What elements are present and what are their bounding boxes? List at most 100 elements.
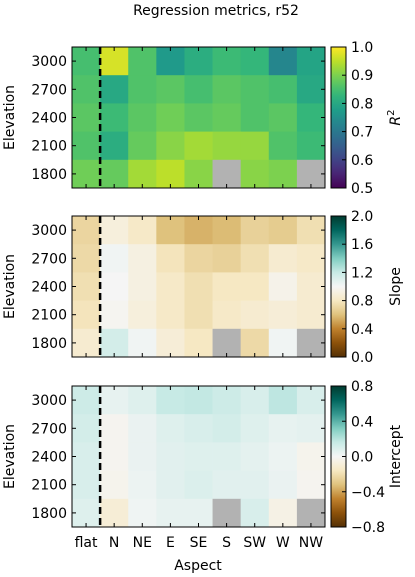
heatmap-cell (184, 75, 213, 104)
colorbar-tick-label: 0.8 (351, 96, 373, 112)
colorbar-tick-label: 0.6 (351, 153, 373, 169)
heatmap-cell (72, 47, 101, 76)
colorbar-tick-label: 0.5 (351, 181, 373, 197)
x-tick-label: E (166, 535, 175, 551)
heatmap-cell (296, 244, 326, 273)
heatmap-cell (128, 300, 157, 330)
heatmap-cell (156, 216, 185, 245)
heatmap-cell (268, 47, 298, 76)
y-tick-label: 3000 (31, 223, 67, 239)
x-axis-label: Aspect (174, 558, 222, 574)
x-tick-label: SW (243, 535, 266, 551)
heatmap-cell (72, 159, 101, 189)
y-tick-label: 3000 (31, 393, 67, 409)
colorbar-tick-label: 1.2 (351, 265, 373, 281)
missing-cell (212, 159, 242, 189)
colorbar-tick-label: 0.9 (351, 68, 373, 84)
heatmap-cell (72, 386, 101, 415)
heatmap-cell (240, 47, 270, 76)
heatmap-cell (100, 328, 129, 358)
figure-title: Regression metrics, r52 (133, 3, 299, 19)
heatmap-cell (268, 414, 298, 443)
heatmap-cell (156, 103, 185, 132)
heatmap-cell (156, 470, 185, 500)
heatmap-cell (296, 216, 326, 245)
missing-cell (296, 498, 326, 528)
heatmap-cell (268, 386, 298, 415)
heatmap-cell (72, 414, 101, 443)
x-tick-label: NE (133, 535, 152, 551)
heatmap-cell (100, 103, 129, 132)
heatmap-cell (212, 272, 242, 301)
heatmap-cell (128, 442, 157, 471)
colorbar (330, 46, 347, 189)
heatmap-cell (156, 386, 185, 415)
heatmap-cell (212, 414, 242, 443)
colorbar (330, 215, 347, 358)
heatmap-cell (72, 131, 101, 161)
heatmap-cell (128, 386, 157, 415)
colorbar-tick-label: 0.4 (351, 322, 373, 338)
heatmap-cell (296, 386, 326, 415)
heatmap-cell (296, 131, 326, 161)
heatmap-cell (240, 75, 270, 104)
heatmap-cell (240, 159, 270, 189)
heatmap-cell (268, 272, 298, 301)
x-tick-label: NW (299, 535, 323, 551)
heatmap-cell (212, 103, 242, 132)
colorbar-label: Slope (388, 267, 404, 306)
heatmap-cell (156, 414, 185, 443)
heatmap-cell (128, 216, 157, 245)
colorbar-tick-label: 2.0 (351, 209, 373, 225)
heatmap-cell (128, 272, 157, 301)
heatmap-cell (184, 272, 213, 301)
heatmap-cell (156, 498, 185, 528)
heatmap-cell (128, 75, 157, 104)
heatmap-cell (296, 272, 326, 301)
colorbar-tick-label: 0.7 (351, 125, 373, 141)
x-tick-label: S (222, 535, 231, 551)
colorbar-label-superscript: 2 (386, 109, 397, 115)
heatmap-cell (268, 442, 298, 471)
heatmap-cell (184, 103, 213, 132)
y-tick-label: 2100 (31, 308, 67, 324)
heatmap-cell (240, 272, 270, 301)
x-tick-label: W (276, 535, 290, 551)
heatmap-cell (268, 216, 298, 245)
y-axis-label: Elevation (2, 424, 18, 489)
x-tick-label: N (109, 535, 119, 551)
heatmap-cell (72, 470, 101, 500)
heatmap-cell (100, 244, 129, 273)
heatmap-cell (72, 300, 101, 330)
heatmap-cell (184, 216, 213, 245)
heatmap-cell (184, 328, 213, 358)
missing-cell (296, 328, 326, 358)
colorbar-tick-label: 1.6 (351, 237, 373, 253)
heatmap-cell (296, 75, 326, 104)
heatmap-cell (128, 103, 157, 132)
y-tick-label: 3000 (31, 54, 67, 70)
heatmap-cell (240, 300, 270, 330)
heatmap-cell (128, 498, 157, 528)
heatmap-cell (296, 414, 326, 443)
heatmap-cell (184, 244, 213, 273)
heatmap-panel-3: 3000 2700 2400 2100 1800 flat N NE E SE S SW W NW Elev… (2, 379, 404, 551)
heatmap-cell (212, 131, 242, 161)
heatmap-cell (100, 131, 129, 161)
heatmap-cell (268, 131, 298, 161)
heatmap-cell (240, 131, 270, 161)
heatmap-cell (72, 442, 101, 471)
heatmap-cell (296, 442, 326, 471)
missing-cell (212, 498, 242, 528)
heatmap-cell (100, 470, 129, 500)
y-tick-label: 2400 (31, 450, 67, 466)
colorbar-label-base: R (388, 116, 404, 126)
heatmap-cell (268, 328, 298, 358)
colorbar-tick-label: −0.4 (351, 485, 385, 501)
colorbar-tick-label: 0.0 (351, 450, 373, 466)
heatmap-cell (268, 470, 298, 500)
colorbar-label: R2 (386, 109, 404, 125)
heatmap-cell (240, 386, 270, 415)
heatmap-cell (240, 498, 270, 528)
